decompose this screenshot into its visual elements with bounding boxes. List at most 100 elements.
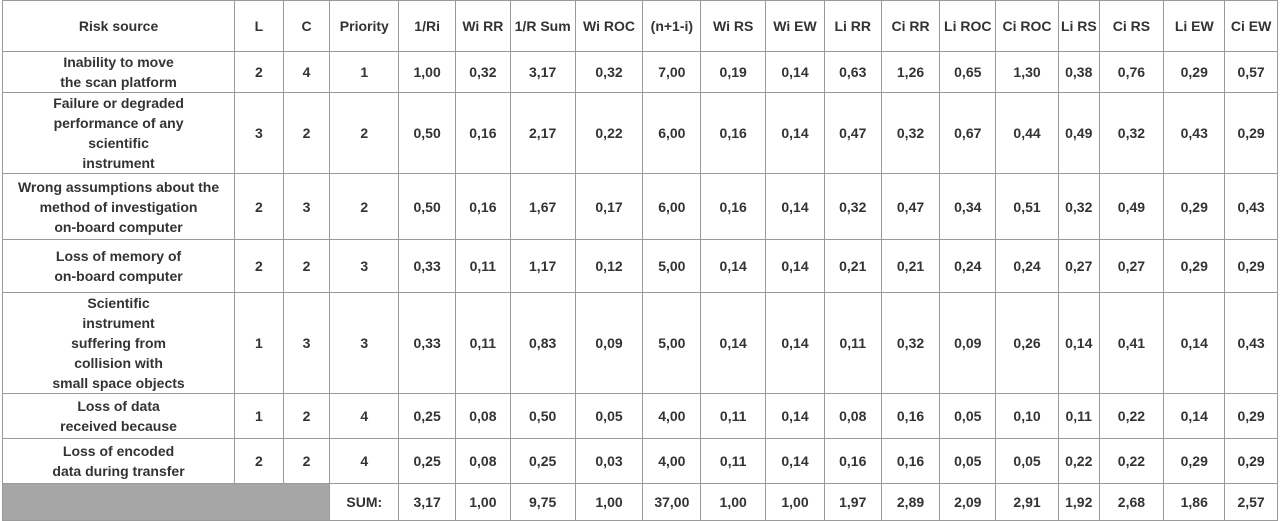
sum-row: SUM: 3,17 1,00 9,75 1,00 37,00 1,00 1,00 1,97 2,8… — [1, 483, 1278, 521]
column-header: Ci RS — [1098, 0, 1165, 52]
risk-source-line: Failure or degraded — [53, 95, 184, 111]
table-cell: 1 — [234, 292, 284, 394]
table-body: Inability to move the scan platform 2 4 1 1,0… — [1, 51, 1278, 521]
column-header: C — [282, 0, 331, 52]
table-cell: 0,12 — [574, 239, 644, 293]
table-cell: 0,32 — [823, 173, 882, 240]
table-cell: 3 — [234, 92, 284, 174]
table-cell: 0,29 — [1163, 239, 1226, 293]
table-cell: 0,57 — [1224, 51, 1278, 93]
risk-source-cell: Loss of memory of on-board computer — [1, 239, 236, 293]
table-cell: 0,29 — [1224, 239, 1278, 293]
table-cell: 0,11 — [700, 438, 767, 484]
table-cell: 0,14 — [700, 292, 767, 394]
table-row: Scientific instrument suffering from collis… — [1, 292, 1278, 394]
table-cell: 2 — [329, 92, 400, 174]
risk-source-line: Loss of encoded — [62, 443, 175, 459]
table-cell: 0,22 — [1057, 438, 1100, 484]
table-cell: 0,08 — [455, 438, 511, 484]
table-cell: 0,29 — [1163, 173, 1226, 240]
table-row: Inability to move the scan platform 2 4 1 1,0… — [1, 51, 1278, 93]
sum-cell: 1,00 — [765, 483, 825, 521]
table-cell: 0,22 — [1098, 438, 1165, 484]
column-header: L — [234, 0, 284, 52]
table-cell: 0,29 — [1224, 393, 1278, 439]
table-cell: 1,30 — [995, 51, 1059, 93]
table-cell: 0,29 — [1224, 92, 1278, 174]
table-cell: 0,22 — [1098, 393, 1165, 439]
table-cell: 0,21 — [823, 239, 882, 293]
risk-source-cell: Scientific instrument suffering from collis… — [1, 292, 236, 394]
table-row: Failure or degraded performance of any sci… — [1, 92, 1278, 174]
table-cell: 0,24 — [939, 239, 997, 293]
column-header: (n+1-i) — [642, 0, 702, 52]
table-cell: 0,09 — [574, 292, 644, 394]
sum-cell: 1,00 — [455, 483, 511, 521]
risk-source-cell: Loss of data received because — [1, 393, 236, 439]
table-cell: 0,67 — [939, 92, 997, 174]
table-cell: 0,16 — [455, 92, 511, 174]
table-cell: 3 — [329, 239, 400, 293]
column-header: Risk source — [1, 0, 236, 52]
table-cell: 2 — [282, 92, 331, 174]
risk-source-line: collision with — [74, 355, 163, 371]
risk-source-line: on-board computer — [54, 268, 183, 284]
column-header: Li RS — [1057, 0, 1100, 52]
table-cell: 0,43 — [1224, 292, 1278, 394]
table-cell: 0,29 — [1224, 438, 1278, 484]
table-cell: 0,14 — [765, 292, 825, 394]
table-cell: 2 — [282, 438, 331, 484]
table-cell: 0,14 — [1057, 292, 1100, 394]
table-cell: 0,11 — [1057, 393, 1100, 439]
table-cell: 0,83 — [509, 292, 576, 394]
table-cell: 0,14 — [1163, 292, 1226, 394]
risk-source-cell: Loss of encoded data during transfer — [1, 438, 236, 484]
table-cell: 0,32 — [880, 292, 941, 394]
table-cell: 0,14 — [765, 51, 825, 93]
table-cell: 7,00 — [642, 51, 702, 93]
table-cell: 5,00 — [642, 292, 702, 394]
table-cell: 0,44 — [995, 92, 1059, 174]
table-cell: 0,50 — [398, 173, 456, 240]
table-cell: 0,32 — [1098, 92, 1165, 174]
table-cell: 0,49 — [1057, 92, 1100, 174]
risk-source-line: scientific — [88, 135, 149, 151]
table-cell: 0,25 — [509, 438, 576, 484]
table-cell: 0,14 — [765, 393, 825, 439]
table-cell: 0,49 — [1098, 173, 1165, 240]
risk-source-cell: Failure or degraded performance of any sci… — [1, 92, 236, 174]
column-header: Wi ROC — [574, 0, 644, 52]
sum-cell: 1,92 — [1057, 483, 1100, 521]
risk-source-line: received because — [60, 418, 177, 434]
column-header: Li ROC — [939, 0, 997, 52]
table-row: Loss of data received because 1 2 4 0,25 0,08 0… — [1, 393, 1278, 439]
table-cell: 1 — [234, 393, 284, 439]
sum-cell: 2,57 — [1224, 483, 1278, 521]
column-header: Ci RR — [880, 0, 941, 52]
risk-source-line: instrument — [82, 155, 155, 171]
table-cell: 0,34 — [939, 173, 997, 240]
sum-cell: 1,00 — [700, 483, 767, 521]
sum-cell: 3,17 — [398, 483, 456, 521]
table-cell: 0,05 — [939, 393, 997, 439]
table-cell: 0,43 — [1163, 92, 1226, 174]
table-cell: 0,26 — [995, 292, 1059, 394]
table-cell: 1,17 — [509, 239, 576, 293]
table-cell: 0,63 — [823, 51, 882, 93]
table-cell: 2 — [234, 173, 284, 240]
risk-source-line: Scientific — [87, 295, 150, 311]
table-cell: 0,03 — [574, 438, 644, 484]
table-cell: 0,29 — [1163, 438, 1226, 484]
table-cell: 1,00 — [398, 51, 456, 93]
table-cell: 0,08 — [455, 393, 511, 439]
table-cell: 0,33 — [398, 239, 456, 293]
sum-cell: 37,00 — [642, 483, 702, 521]
table-cell: 0,27 — [1098, 239, 1165, 293]
risk-source-line: small space objects — [52, 375, 185, 391]
table-cell: 2 — [234, 51, 284, 93]
table-cell: 0,10 — [995, 393, 1059, 439]
table-cell: 0,11 — [823, 292, 882, 394]
column-header: Li RR — [823, 0, 882, 52]
sum-cell: 1,86 — [1163, 483, 1226, 521]
sum-cell: 2,89 — [880, 483, 941, 521]
